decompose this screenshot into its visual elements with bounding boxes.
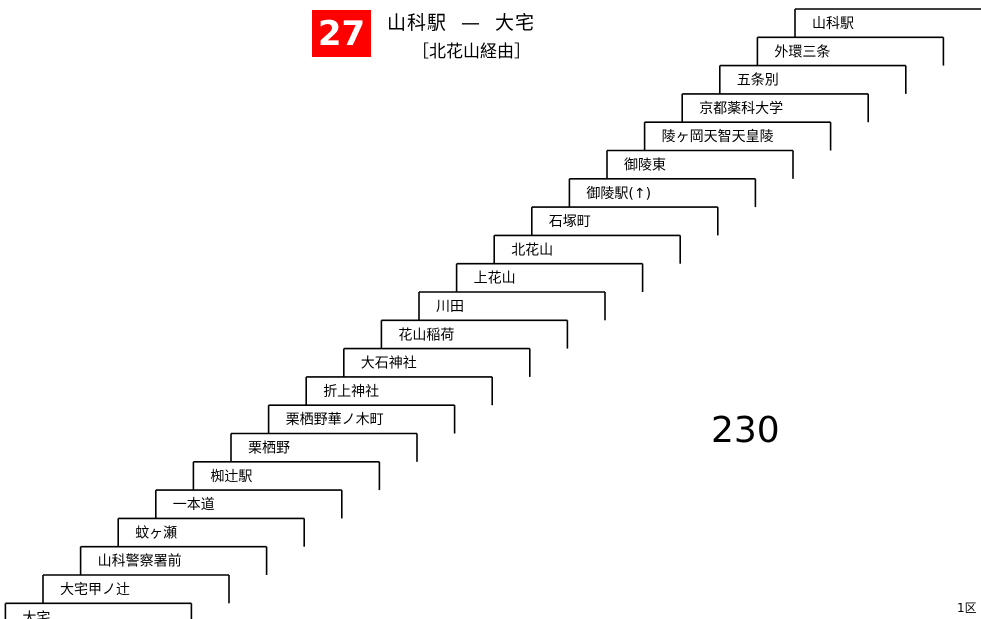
stop-name: 川田 (436, 299, 464, 315)
route-number-badge: 27 (312, 10, 371, 57)
stop-step: 花山稲荷 (380, 319, 569, 349)
stop-name: 大宅 (22, 610, 50, 619)
stop-name: 石塚町 (549, 214, 591, 230)
stop-name: 北花山 (511, 242, 553, 258)
stop-step: 外環三条 (756, 36, 945, 66)
stop-step: 京都薬科大学 (681, 93, 870, 123)
stop-step: 石塚町 (530, 206, 719, 236)
stop-step: 蚊ヶ瀬 (117, 517, 306, 547)
stop-step: 一本道 (155, 489, 343, 519)
stop-step: 川田 (418, 291, 606, 321)
stop-name: 上花山 (474, 271, 516, 287)
stop-step: 山科警察署前 (79, 545, 268, 575)
stop-step: 折上神社 (305, 376, 494, 406)
stop-name: 栗栖野華ノ木町 (286, 412, 384, 428)
stop-step: 御陵東 (606, 149, 794, 179)
stop-step: 北花山 (493, 234, 682, 264)
stop-name: 栗栖野 (248, 441, 290, 457)
stop-name: 椥辻駅 (210, 469, 252, 485)
stop-step: 大石神社 (342, 347, 531, 377)
stop-name: 折上神社 (323, 384, 379, 400)
stop-name: 山科駅 (812, 16, 854, 32)
stop-name: 陵ヶ岡天智天皇陵 (662, 129, 774, 145)
zone-note: 1区 (957, 601, 977, 615)
stop-name: 花山稲荷 (398, 327, 454, 343)
stop-name: 一本道 (173, 497, 215, 513)
stop-name: 大宅甲ノ辻 (60, 582, 130, 598)
stop-step: 栗栖野 (230, 432, 418, 462)
stop-step: 陵ヶ岡天智天皇陵 (643, 121, 832, 151)
stop-name: 外環三条 (774, 43, 830, 60)
stop-step: 御陵駅(↑) (568, 178, 757, 208)
stop-step: 上花山 (455, 262, 644, 292)
stop-name: 大石神社 (361, 356, 417, 372)
route-via: ［北花山経由］ (412, 42, 531, 62)
route-destination: 大宅 (495, 12, 536, 34)
stop-name: 御陵駅(↑) (586, 186, 651, 202)
stop-step: 大宅甲ノ辻 (42, 574, 230, 604)
route-title: 山科駅 — 大宅 (387, 8, 535, 35)
stop-name: 蚊ヶ瀬 (135, 525, 177, 541)
stop-name: 山科警察署前 (98, 553, 182, 570)
fare-value: 230 (711, 410, 780, 451)
stop-step: 椥辻駅 (192, 460, 381, 491)
stop-step: 栗栖野華ノ木町 (267, 404, 456, 434)
stop-name: 京都薬科大学 (699, 101, 783, 117)
stop-step: 大宅 (4, 602, 193, 619)
stop-name: 五条別 (737, 72, 779, 89)
stop-step: 山科駅 (794, 8, 981, 38)
route-separator: — (461, 12, 482, 34)
stop-step: 五条別 (718, 64, 907, 94)
route-origin: 山科駅 (387, 12, 448, 34)
stop-name: 御陵東 (624, 158, 666, 174)
